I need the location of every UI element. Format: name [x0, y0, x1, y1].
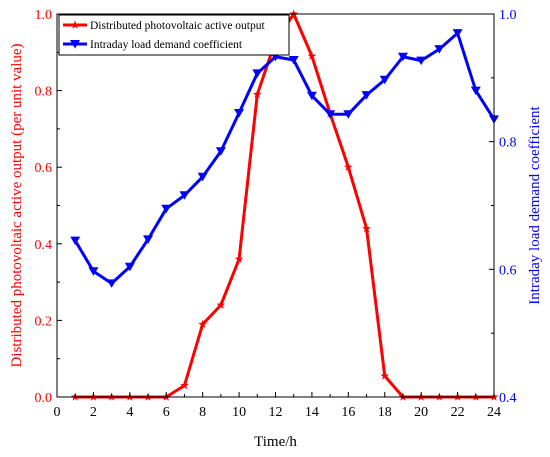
y-left-tick-label: 0.6: [35, 161, 53, 176]
x-tick-label: 6: [163, 405, 170, 420]
data-point-series-1: [234, 254, 244, 263]
data-point-series-2: [434, 45, 445, 54]
data-point-series-2: [179, 191, 190, 200]
data-point-series-2: [124, 262, 135, 272]
y-right-axis-title: Intraday load demand coefficient: [527, 105, 543, 304]
data-point-series-2: [416, 56, 427, 66]
x-tick-label: 24: [487, 405, 501, 420]
y-left-tick-label: 1.0: [35, 8, 53, 23]
y-left-tick-label: 0.8: [35, 85, 53, 100]
data-point-series-2: [288, 55, 299, 65]
x-tick-label: 10: [232, 405, 246, 420]
data-point-series-2: [215, 147, 226, 156]
x-tick-label: 2: [90, 405, 97, 420]
data-point-series-2: [88, 267, 99, 276]
legend-label-2: Intraday load demand coefficient: [90, 39, 243, 51]
x-tick-label: 8: [199, 405, 206, 420]
data-point-series-1: [380, 371, 390, 380]
data-point-series-2: [379, 75, 390, 85]
data-point-series-2: [197, 172, 208, 182]
legend-marker-2: [70, 40, 80, 49]
series-line-1: [75, 12, 494, 399]
y-left-tick-label: 0.4: [35, 238, 53, 253]
y-right-tick-label: 0.8: [499, 136, 517, 151]
data-point-series-1: [198, 319, 207, 328]
plot-area: [70, 9, 499, 401]
data-point-series-2: [234, 108, 245, 118]
data-point-series-2: [161, 204, 172, 214]
x-axis-title: Time/h: [254, 434, 297, 450]
y-left-tick-label: 0.2: [35, 314, 53, 329]
data-point-series-2: [106, 279, 117, 288]
data-point-series-2: [143, 235, 154, 244]
legend: Distributed photovoltaic active output In…: [58, 14, 290, 56]
data-point-series-1: [253, 89, 262, 99]
data-point-series-2: [470, 86, 481, 96]
legend-box: [58, 14, 290, 56]
legend-marker-1: [70, 20, 80, 29]
data-point-series-1: [180, 381, 189, 390]
data-point-series-2: [452, 29, 463, 38]
data-point-series-2: [343, 110, 354, 119]
data-point-series-1: [307, 51, 317, 60]
data-point-series-1: [344, 162, 353, 171]
y-left-tick-label: 0.0: [35, 391, 53, 406]
data-point-series-2: [325, 110, 336, 119]
x-tick-label: 22: [451, 405, 465, 420]
data-point-series-2: [306, 91, 317, 101]
x-tick-label: 14: [305, 405, 319, 420]
x-tick-label: 18: [378, 405, 392, 420]
x-tick-label: 12: [269, 405, 283, 420]
axes: 0 2 4 6 8 10 12 14 16 18 20 22 240.00.20.40.60.81.00…: [9, 8, 543, 450]
data-point-series-2: [361, 91, 372, 100]
y-right-tick-label: 0.6: [499, 263, 517, 278]
legend-label-1: Distributed photovoltaic active output: [90, 20, 266, 32]
y-left-axis-title: Distributed photovoltaic active output (…: [9, 43, 25, 367]
plot-frame: [56, 13, 495, 398]
x-tick-label: 0: [54, 405, 61, 420]
y-right-tick-label: 1.0: [499, 8, 517, 23]
data-point-series-2: [70, 236, 81, 246]
data-point-series-2: [397, 52, 408, 62]
data-point-series-1: [216, 300, 226, 309]
x-tick-label: 20: [414, 405, 428, 420]
x-tick-label: 16: [341, 405, 355, 420]
y-right-tick-label: 0.4: [499, 391, 517, 406]
data-point-series-2: [252, 69, 263, 78]
x-tick-label: 4: [126, 405, 133, 420]
series-line-2: [73, 31, 494, 285]
data-point-series-1: [362, 223, 371, 233]
